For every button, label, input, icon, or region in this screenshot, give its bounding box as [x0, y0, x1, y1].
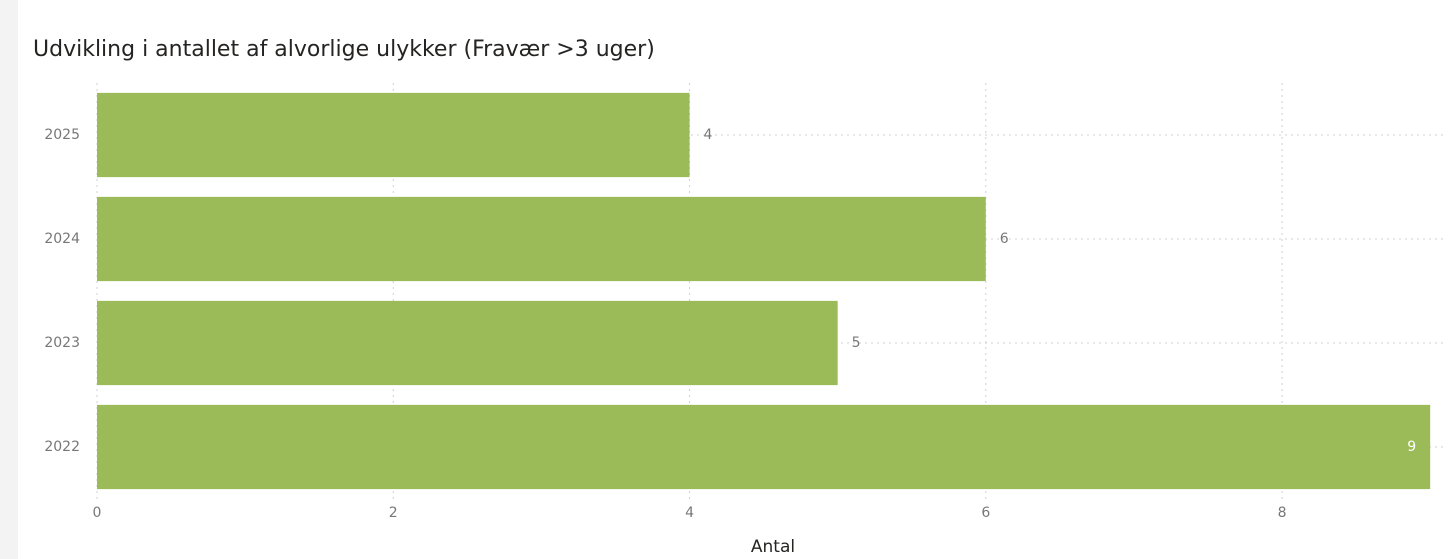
x-tick-label: 6: [981, 505, 990, 521]
x-axis-label: Antal: [751, 537, 795, 557]
data-label: 5: [852, 335, 861, 351]
bar: [97, 300, 838, 386]
side-strip: [0, 0, 18, 559]
y-tick-label: 2022: [44, 439, 80, 455]
chart-title: Udvikling i antallet af alvorlige ulykke…: [33, 37, 655, 62]
bar: [97, 92, 690, 178]
x-tick-label: 2: [389, 505, 398, 521]
data-label: 6: [1000, 231, 1009, 247]
data-label: 4: [704, 127, 713, 143]
x-tick-label: 4: [685, 505, 694, 521]
x-tick-label: 8: [1278, 505, 1287, 521]
bar: [97, 196, 986, 282]
bar: [97, 404, 1431, 490]
y-tick-label: 2025: [44, 127, 80, 143]
y-tick-label: 2023: [44, 335, 80, 351]
x-tick-label: 0: [93, 505, 102, 521]
data-label: 9: [1407, 439, 1416, 455]
y-tick-label: 2024: [44, 231, 80, 247]
